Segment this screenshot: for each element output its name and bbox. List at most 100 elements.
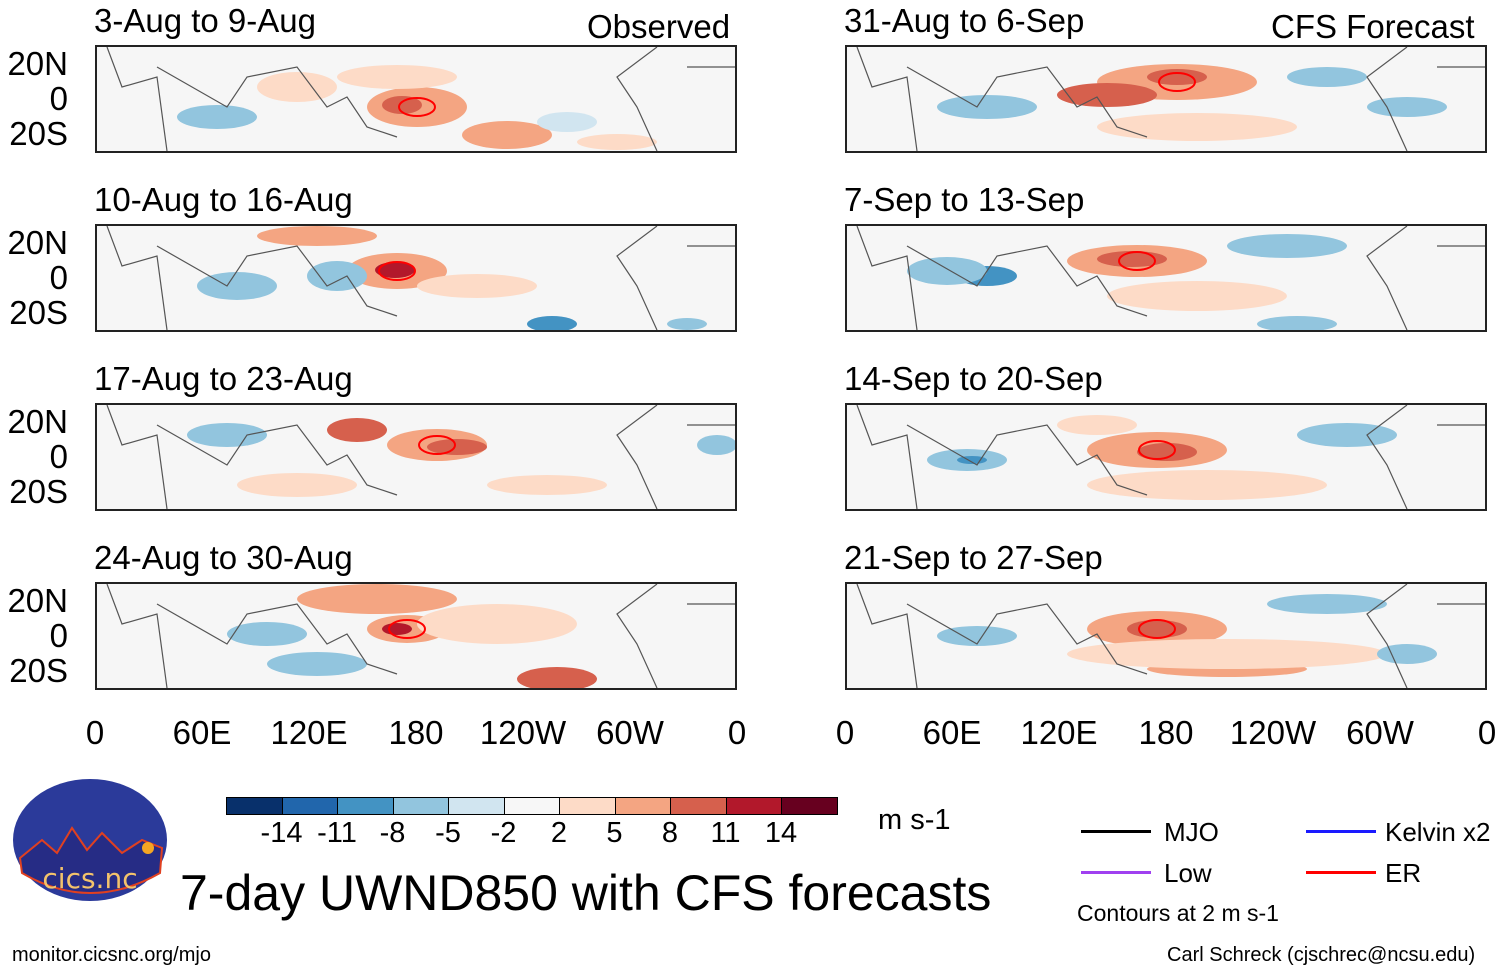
- legend-line-mjo: [1081, 830, 1151, 833]
- y-tick-label: 20N: [7, 45, 68, 82]
- legend-label-mjo: MJO: [1164, 817, 1219, 847]
- panel-title: 3-Aug to 9-Aug: [94, 2, 316, 39]
- wind-anomaly-shading: [907, 257, 987, 285]
- wind-anomaly-shading: [237, 473, 357, 497]
- er-contour: [398, 97, 436, 117]
- panel-title: 10-Aug to 16-Aug: [94, 181, 353, 218]
- colorbar-label: 2: [550, 817, 568, 849]
- wind-anomaly-shading: [1097, 113, 1297, 141]
- panel-title: 24-Aug to 30-Aug: [94, 539, 353, 576]
- wind-anomaly-shading: [1227, 234, 1347, 258]
- wind-anomaly-shading: [462, 121, 552, 149]
- y-tick-label: 20N: [7, 403, 68, 440]
- wind-anomaly-shading: [417, 274, 537, 298]
- wind-anomaly-shading: [1267, 594, 1387, 614]
- wind-anomaly-shading: [1067, 639, 1387, 669]
- wind-anomaly-shading: [1287, 67, 1367, 87]
- er-contour: [388, 619, 426, 639]
- wind-anomaly-shading: [517, 667, 597, 688]
- er-contour: [1138, 440, 1176, 460]
- y-tick-label: 0: [49, 80, 68, 117]
- legend-label-low: Low: [1164, 858, 1212, 888]
- wind-anomaly-shading: [177, 105, 257, 129]
- er-contour: [1118, 251, 1156, 271]
- y-tick-label: 20N: [7, 224, 68, 261]
- wind-anomaly-shading: [527, 316, 577, 330]
- colorbar-swatch: [503, 797, 560, 815]
- colorbar-swatch: [781, 797, 838, 815]
- er-contour: [1138, 619, 1176, 639]
- er-contour: [378, 261, 416, 281]
- wind-anomaly-shading: [337, 65, 457, 89]
- x-tick-label: 60W: [596, 714, 664, 751]
- legend-line-low: [1081, 871, 1151, 874]
- coastline: [856, 405, 1485, 509]
- map-panel-forecast-2: [845, 224, 1487, 332]
- wind-anomaly-shading: [1137, 443, 1197, 461]
- wind-anomaly-shading: [1377, 644, 1437, 664]
- y-tick-label: 0: [49, 438, 68, 475]
- wind-anomaly-shading: [257, 72, 337, 102]
- panel-title: 7-Sep to 13-Sep: [844, 181, 1085, 218]
- wind-anomaly-shading: [1127, 620, 1187, 638]
- colorbar-swatch: [281, 797, 338, 815]
- y-tick-label: 0: [49, 617, 68, 654]
- wind-anomaly-shading: [187, 423, 267, 447]
- colorbar-swatch: [725, 797, 782, 815]
- wind-anomaly-shading: [1367, 97, 1447, 117]
- wind-anomaly-shading: [937, 626, 1017, 646]
- footer-url[interactable]: monitor.cicsnc.org/mjo: [12, 944, 211, 966]
- colorbar-swatch: [670, 797, 727, 815]
- y-tick-label: 20S: [9, 294, 68, 331]
- panel-title: 17-Aug to 23-Aug: [94, 360, 353, 397]
- legend-line-kelvin: [1306, 830, 1376, 833]
- colorbar-swatch: [392, 797, 449, 815]
- colorbar-label: -2: [490, 817, 517, 849]
- colorbar-swatch: [226, 797, 283, 815]
- wind-anomaly-shading: [577, 134, 657, 150]
- panel-title: 21-Sep to 27-Sep: [844, 539, 1103, 576]
- x-tick-label: 60E: [922, 714, 982, 751]
- colorbar-swatch: [337, 797, 394, 815]
- colorbar-swatch: [614, 797, 671, 815]
- wind-anomaly-shading: [1297, 423, 1397, 447]
- wind-anomaly-shading: [297, 584, 457, 614]
- wind-anomaly-shading: [427, 439, 487, 455]
- colorbar-label: 8: [661, 817, 679, 849]
- wind-anomaly-shading: [327, 418, 387, 442]
- legend-line-er: [1306, 871, 1376, 874]
- x-tick-label: 60E: [172, 714, 232, 751]
- map-panel-forecast-1: [845, 45, 1487, 153]
- contour-note: Contours at 2 m s-1: [1077, 900, 1279, 926]
- colorbar-label: -14: [260, 817, 303, 849]
- coastline: [106, 47, 735, 151]
- colorbar-label: 14: [764, 817, 798, 849]
- y-tick-label: 20S: [9, 652, 68, 689]
- wind-anomaly-shading: [1087, 470, 1327, 500]
- colorbar-swatch: [559, 797, 616, 815]
- wind-anomaly-shading: [417, 604, 577, 644]
- legend-label-er: ER: [1385, 858, 1422, 888]
- map-panel-forecast-4: [845, 582, 1487, 690]
- wind-anomaly-shading: [1147, 69, 1207, 85]
- colorbar-label: -8: [379, 817, 406, 849]
- colorbar-label: 5: [606, 817, 623, 849]
- wind-anomaly-shading: [667, 318, 707, 330]
- coastline: [856, 47, 1485, 151]
- coastline: [856, 226, 1485, 330]
- x-tick-label: 0: [727, 714, 747, 751]
- er-contour: [418, 435, 456, 455]
- x-tick-label: 120E: [270, 714, 348, 751]
- y-tick-label: 20S: [9, 115, 68, 152]
- colorbar-label: -11: [317, 817, 357, 849]
- cics-logo: cics.nc: [12, 778, 168, 902]
- logo-text: cics.nc: [42, 862, 137, 895]
- coastline: [106, 584, 735, 688]
- x-tick-label: 180: [388, 714, 444, 751]
- x-tick-label: 0: [835, 714, 855, 751]
- x-tick-label: 120E: [1020, 714, 1098, 751]
- y-tick-label: 20S: [9, 473, 68, 510]
- legend-label-kelvin: Kelvin x2: [1385, 817, 1491, 847]
- wind-anomaly-shading: [1057, 83, 1157, 107]
- colorbar-units: m s-1: [878, 804, 951, 836]
